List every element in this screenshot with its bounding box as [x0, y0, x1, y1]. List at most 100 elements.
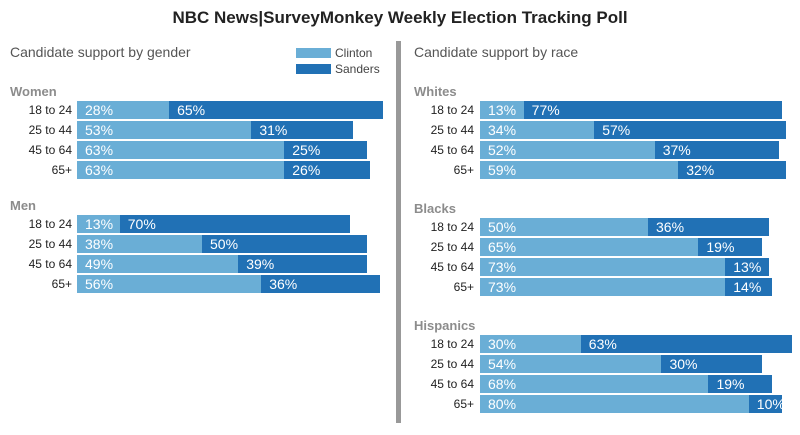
data-label-clinton: 53% [85, 122, 114, 138]
bar-sanders [284, 161, 370, 179]
bar-clinton [480, 161, 679, 179]
bar-sanders [261, 275, 380, 293]
bar-sanders [725, 258, 769, 276]
bar-sanders [708, 375, 773, 393]
bar-clinton [77, 101, 170, 119]
bar-clinton [77, 255, 239, 273]
panel-subtitle-race: Candidate support by race [414, 44, 579, 60]
row-label: 45 to 64 [430, 260, 474, 274]
bar-sanders [238, 255, 367, 273]
data-label-clinton: 49% [85, 256, 114, 272]
bar-clinton [480, 218, 648, 236]
row-label: 18 to 24 [28, 217, 72, 231]
bar-sanders [678, 161, 786, 179]
data-label-clinton: 30% [488, 336, 517, 352]
data-label-clinton: 63% [85, 162, 114, 178]
bar-sanders [748, 395, 783, 413]
row-label: 25 to 44 [430, 357, 474, 371]
bar-sanders [648, 218, 769, 236]
bar-sanders [594, 121, 786, 139]
legend: Clinton Sanders [296, 45, 380, 77]
bar-clinton [77, 161, 285, 179]
bar-clinton [77, 141, 285, 159]
bar-clinton [480, 278, 726, 296]
data-label-clinton: 73% [488, 259, 517, 275]
bar-clinton [480, 258, 726, 276]
row-label: 45 to 64 [28, 257, 72, 271]
row-label: 45 to 64 [430, 143, 474, 157]
panel-divider [396, 41, 401, 423]
row-label: 18 to 24 [430, 337, 474, 351]
data-label-clinton: 80% [488, 396, 517, 412]
bar-clinton [480, 335, 581, 353]
row-label: 65+ [51, 163, 72, 177]
data-label-clinton: 56% [85, 276, 114, 292]
bar-clinton [480, 355, 662, 373]
data-label-clinton: 65% [488, 239, 517, 255]
group-label-men: Men [10, 198, 36, 213]
data-label-sanders: 70% [127, 216, 156, 232]
bar-clinton [480, 395, 749, 413]
bar-clinton [480, 121, 595, 139]
bar-clinton [480, 238, 699, 256]
data-label-clinton: 13% [488, 102, 517, 118]
row-label: 18 to 24 [430, 220, 474, 234]
bar-clinton [77, 275, 262, 293]
data-label-sanders: 50% [210, 236, 239, 252]
bar-sanders [251, 121, 354, 139]
bar-sanders [202, 235, 367, 253]
group-label-women: Women [10, 84, 57, 99]
data-label-sanders: 19% [716, 376, 745, 392]
data-label-sanders: 25% [292, 142, 321, 158]
legend-item-clinton: Clinton [296, 45, 380, 61]
group-label-blacks: Blacks [414, 201, 456, 216]
data-label-sanders: 37% [662, 142, 691, 158]
data-label-sanders: 19% [706, 239, 735, 255]
bar-clinton [480, 101, 524, 119]
data-label-clinton: 50% [488, 219, 517, 235]
data-label-clinton: 38% [85, 236, 114, 252]
data-label-sanders: 30% [669, 356, 698, 372]
data-label-clinton: 34% [488, 122, 517, 138]
row-label: 65+ [51, 277, 72, 291]
row-label: 45 to 64 [430, 377, 474, 391]
chart-title: NBC News|SurveyMonkey Weekly Election Tr… [172, 8, 628, 27]
bar-sanders [523, 101, 783, 119]
bar-sanders [284, 141, 367, 159]
bar-clinton [77, 121, 252, 139]
data-label-clinton: 68% [488, 376, 517, 392]
row-label: 18 to 24 [28, 103, 72, 117]
data-label-sanders: 36% [656, 219, 685, 235]
row-label: 25 to 44 [28, 123, 72, 137]
legend-item-sanders: Sanders [296, 61, 380, 77]
data-label-sanders: 65% [177, 102, 206, 118]
bar-clinton [480, 141, 655, 159]
bar-sanders [661, 355, 763, 373]
data-label-clinton: 54% [488, 356, 517, 372]
data-label-clinton: 52% [488, 142, 517, 158]
legend-label-sanders: Sanders [335, 62, 380, 76]
row-label: 65+ [453, 397, 474, 411]
data-label-sanders: 77% [531, 102, 560, 118]
data-label-sanders: 13% [733, 259, 762, 275]
bar-sanders [119, 215, 351, 233]
legend-label-clinton: Clinton [335, 46, 373, 60]
row-label: 25 to 44 [430, 123, 474, 137]
data-label-sanders: 36% [269, 276, 298, 292]
bar-sanders [169, 101, 383, 119]
data-label-clinton: 63% [85, 142, 114, 158]
data-label-sanders: 57% [602, 122, 631, 138]
bar-sanders [725, 278, 773, 296]
data-label-clinton: 28% [85, 102, 114, 118]
bar-clinton [480, 375, 709, 393]
row-label: 25 to 44 [430, 240, 474, 254]
row-label: 18 to 24 [430, 103, 474, 117]
data-label-sanders: 32% [686, 162, 715, 178]
data-label-sanders: 10% [756, 396, 785, 412]
data-label-sanders: 14% [733, 279, 762, 295]
data-label-clinton: 73% [488, 279, 517, 295]
bar-sanders [580, 335, 793, 353]
data-label-sanders: 39% [246, 256, 275, 272]
row-label: 65+ [453, 280, 474, 294]
bar-clinton [77, 235, 203, 253]
